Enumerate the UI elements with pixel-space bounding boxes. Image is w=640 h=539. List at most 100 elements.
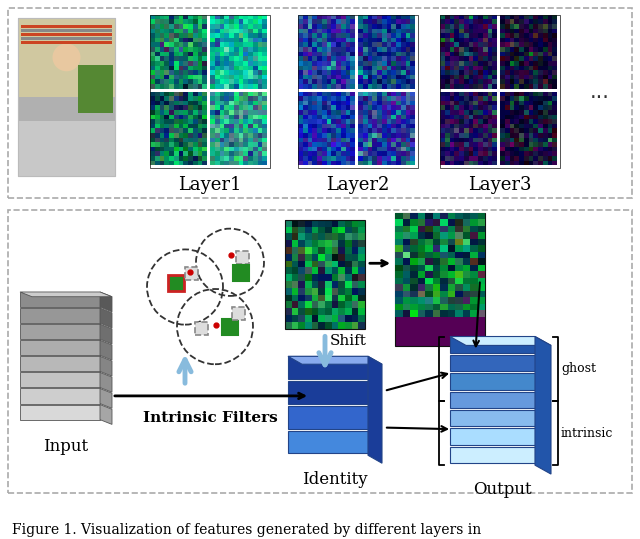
FancyBboxPatch shape: [505, 142, 509, 147]
FancyBboxPatch shape: [248, 133, 253, 137]
FancyBboxPatch shape: [395, 213, 485, 317]
FancyBboxPatch shape: [509, 43, 515, 47]
FancyBboxPatch shape: [478, 38, 483, 43]
FancyBboxPatch shape: [401, 110, 406, 115]
FancyBboxPatch shape: [358, 308, 365, 315]
FancyBboxPatch shape: [159, 133, 164, 137]
FancyBboxPatch shape: [455, 310, 463, 317]
FancyBboxPatch shape: [262, 106, 267, 110]
FancyBboxPatch shape: [243, 79, 248, 84]
FancyBboxPatch shape: [312, 267, 318, 274]
FancyBboxPatch shape: [193, 29, 198, 33]
FancyBboxPatch shape: [351, 295, 358, 301]
FancyBboxPatch shape: [500, 119, 505, 124]
FancyBboxPatch shape: [150, 137, 155, 142]
FancyBboxPatch shape: [229, 110, 234, 115]
FancyBboxPatch shape: [381, 92, 387, 96]
FancyBboxPatch shape: [367, 115, 372, 119]
FancyBboxPatch shape: [547, 61, 552, 66]
FancyBboxPatch shape: [529, 156, 533, 161]
FancyBboxPatch shape: [248, 24, 253, 29]
FancyBboxPatch shape: [372, 52, 377, 56]
FancyBboxPatch shape: [552, 84, 557, 88]
FancyBboxPatch shape: [547, 115, 552, 119]
FancyBboxPatch shape: [350, 52, 355, 56]
FancyBboxPatch shape: [509, 92, 515, 96]
FancyBboxPatch shape: [298, 119, 303, 124]
FancyBboxPatch shape: [464, 137, 468, 142]
FancyBboxPatch shape: [468, 142, 473, 147]
FancyBboxPatch shape: [401, 101, 406, 106]
FancyBboxPatch shape: [367, 161, 372, 165]
FancyBboxPatch shape: [210, 96, 215, 101]
FancyBboxPatch shape: [552, 61, 557, 66]
FancyBboxPatch shape: [543, 137, 547, 142]
FancyBboxPatch shape: [173, 38, 179, 43]
FancyBboxPatch shape: [317, 84, 322, 88]
FancyBboxPatch shape: [533, 33, 538, 38]
FancyBboxPatch shape: [229, 38, 234, 43]
FancyBboxPatch shape: [547, 151, 552, 156]
FancyBboxPatch shape: [538, 128, 543, 133]
FancyBboxPatch shape: [188, 101, 193, 106]
FancyBboxPatch shape: [524, 33, 529, 38]
FancyBboxPatch shape: [253, 156, 257, 161]
FancyBboxPatch shape: [538, 19, 543, 24]
FancyBboxPatch shape: [410, 106, 415, 110]
FancyBboxPatch shape: [215, 43, 220, 47]
FancyBboxPatch shape: [519, 84, 524, 88]
FancyBboxPatch shape: [215, 56, 220, 61]
FancyBboxPatch shape: [500, 147, 505, 151]
FancyBboxPatch shape: [239, 19, 243, 24]
FancyBboxPatch shape: [339, 254, 345, 260]
FancyBboxPatch shape: [173, 106, 179, 110]
FancyBboxPatch shape: [298, 92, 355, 165]
FancyBboxPatch shape: [307, 133, 312, 137]
FancyBboxPatch shape: [198, 24, 202, 29]
FancyBboxPatch shape: [243, 29, 248, 33]
FancyBboxPatch shape: [340, 47, 346, 52]
FancyBboxPatch shape: [433, 265, 440, 271]
FancyBboxPatch shape: [533, 142, 538, 147]
FancyBboxPatch shape: [417, 245, 425, 252]
FancyBboxPatch shape: [483, 61, 488, 66]
FancyBboxPatch shape: [547, 106, 552, 110]
FancyBboxPatch shape: [303, 47, 307, 52]
FancyBboxPatch shape: [285, 308, 292, 315]
FancyBboxPatch shape: [326, 70, 332, 75]
FancyBboxPatch shape: [220, 43, 224, 47]
FancyBboxPatch shape: [253, 110, 257, 115]
FancyBboxPatch shape: [215, 15, 220, 19]
FancyBboxPatch shape: [440, 245, 447, 252]
FancyBboxPatch shape: [358, 15, 415, 88]
FancyBboxPatch shape: [248, 75, 253, 79]
FancyBboxPatch shape: [346, 19, 350, 24]
FancyBboxPatch shape: [179, 156, 183, 161]
FancyBboxPatch shape: [234, 128, 239, 133]
FancyBboxPatch shape: [401, 84, 406, 88]
FancyBboxPatch shape: [21, 25, 112, 27]
FancyBboxPatch shape: [220, 79, 224, 84]
FancyBboxPatch shape: [500, 124, 505, 128]
FancyBboxPatch shape: [552, 56, 557, 61]
FancyBboxPatch shape: [292, 301, 298, 308]
FancyBboxPatch shape: [183, 124, 188, 128]
FancyBboxPatch shape: [440, 79, 445, 84]
FancyBboxPatch shape: [155, 75, 159, 79]
FancyBboxPatch shape: [363, 15, 367, 19]
FancyBboxPatch shape: [224, 84, 229, 88]
FancyBboxPatch shape: [336, 128, 340, 133]
FancyBboxPatch shape: [169, 79, 173, 84]
FancyBboxPatch shape: [410, 232, 417, 239]
FancyBboxPatch shape: [381, 147, 387, 151]
FancyBboxPatch shape: [381, 66, 387, 70]
FancyBboxPatch shape: [215, 38, 220, 43]
FancyBboxPatch shape: [515, 124, 519, 128]
FancyBboxPatch shape: [406, 29, 410, 33]
FancyBboxPatch shape: [345, 240, 351, 247]
FancyBboxPatch shape: [317, 19, 322, 24]
FancyBboxPatch shape: [363, 29, 367, 33]
FancyBboxPatch shape: [395, 226, 403, 232]
Polygon shape: [100, 340, 112, 360]
FancyBboxPatch shape: [257, 15, 262, 19]
